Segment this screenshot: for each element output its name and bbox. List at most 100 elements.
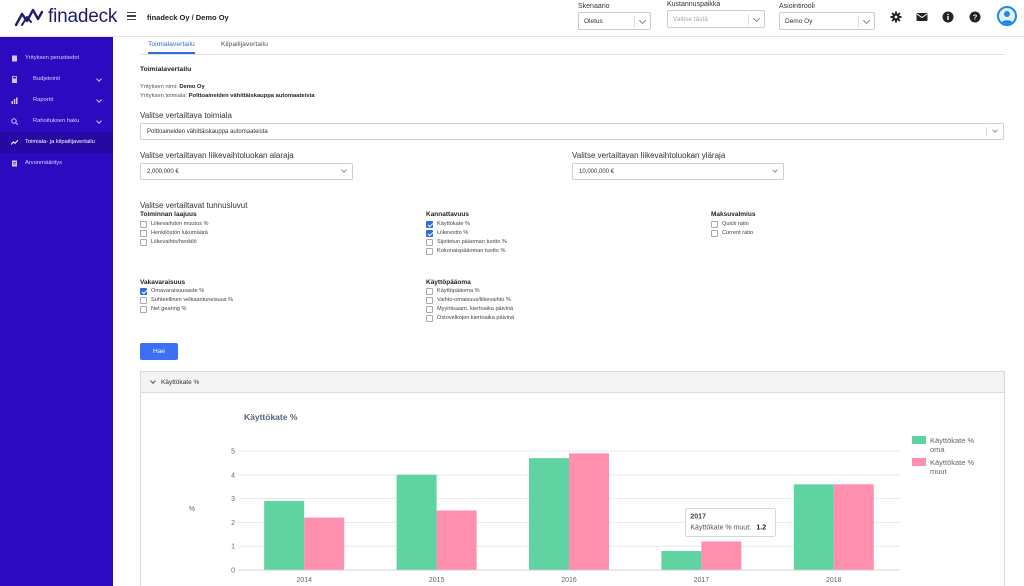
checkbox-label: Vaihto-omaisuus/liikevaihto %	[437, 297, 511, 303]
checkbox-box[interactable]	[711, 221, 718, 228]
section-title: Toimialavertailu	[140, 66, 192, 73]
upper-limit-select[interactable]: 10,000,000 €	[572, 163, 784, 180]
mail-icon[interactable]	[916, 11, 928, 23]
chart-panel-header[interactable]: Käyttökate %	[141, 372, 1004, 393]
sidebar-item-label: Yrityksen perustiedot	[25, 55, 80, 61]
group-vakavaraisuus-title: Vakavaraisuus	[140, 279, 186, 286]
bar-oma-2014	[264, 500, 305, 570]
sidebar-item-yrityksen-perustiedot[interactable]: Yrityksen perustiedot	[0, 48, 113, 69]
menu-toggle-icon[interactable]	[127, 12, 136, 21]
info-icon[interactable]	[942, 11, 954, 23]
x-tick-label: 2014	[296, 577, 312, 584]
tab-bar: Toimialavertailu Kilpailijavertailu	[140, 37, 1005, 55]
chevron-down-icon	[862, 16, 871, 25]
gear-icon[interactable]	[890, 11, 902, 23]
kustannuspaikka-field: Kustannuspaikka Valitse tästä	[667, 1, 765, 28]
finadeck-logo[interactable]: finadeck	[14, 6, 117, 28]
tooltip-title: 2017	[690, 513, 706, 520]
checkbox-box[interactable]	[426, 297, 433, 304]
help-icon[interactable]: ?	[969, 11, 981, 23]
sidebar-item-raportit[interactable]: Raportit	[0, 90, 113, 111]
chart-panel-title: Käyttökate %	[161, 379, 200, 386]
bar-oma-2015	[396, 474, 437, 570]
checkbox-box[interactable]	[140, 297, 147, 304]
checkbox-box[interactable]	[426, 239, 433, 246]
industry-select[interactable]: Polttoaineiden vähittäiskauppa automaate…	[140, 123, 1004, 140]
y-tick-label: 4	[231, 472, 235, 479]
checkbox-label: Liikevaihto/henkilö	[151, 239, 197, 245]
sidebar-item-budjetointi[interactable]: Budjetointi	[0, 69, 113, 90]
skenaario-value: Oletus	[584, 18, 603, 25]
upper-limit-label: Valitse vertailtavan liikevaihtoluokan y…	[572, 151, 726, 160]
kustannuspaikka-select[interactable]: Valitse tästä	[667, 10, 765, 28]
lower-limit-label: Valitse vertailtavan liikevaihtoluokan a…	[140, 151, 294, 160]
checkbox-label: Käyttökate %	[437, 221, 470, 227]
x-tick-label: 2017	[694, 577, 710, 584]
checkbox-box-checked[interactable]	[426, 230, 433, 237]
chevron-down-icon	[96, 118, 102, 124]
checkbox-box[interactable]	[426, 248, 433, 255]
company-name-row: Yrityksen nimi: Demo Oy	[140, 84, 205, 90]
user-icon	[1001, 11, 1013, 24]
calculator-icon	[12, 76, 17, 83]
upper-limit-value: 10,000,000 €	[579, 169, 615, 175]
tab-toimialavertailu[interactable]: Toimialavertailu	[148, 41, 195, 54]
checkbox-label: Henkilöstön lukumäärä	[151, 230, 208, 236]
asiointirooli-label: Asiointirooli	[779, 3, 815, 10]
checkbox-label: Current ratio	[722, 230, 754, 236]
sidebar-item-arvonmaaritys[interactable]: Arvonmääritys	[0, 153, 113, 174]
chevron-down-icon	[96, 97, 102, 103]
y-tick-label: 2	[231, 520, 235, 527]
industry-field-label: Valitse vertailtava toimiala	[140, 111, 232, 120]
checkbox-box[interactable]	[140, 239, 147, 246]
checkbox-box[interactable]	[140, 221, 147, 228]
search-button[interactable]: Hae	[140, 343, 178, 360]
sidebar-item-toimiala-ja-kilpailijavertailu[interactable]: Toimiala- ja kilpailijavertailu	[0, 132, 113, 153]
legend-label: muut	[930, 467, 948, 476]
bar-muut-2016	[569, 453, 609, 570]
sidebar-item-label: Raportit	[33, 97, 54, 103]
skenaario-label: Skenaario	[578, 3, 610, 10]
checkbox-box[interactable]	[140, 230, 147, 237]
checkbox-label: Ostovelkojen kiertoaika päivinä	[437, 315, 515, 321]
checkbox-label: Kokonaispääoman tuotto %	[437, 248, 506, 254]
building-icon	[12, 55, 17, 62]
top-header: finadeck finadeck Oy / Demo Oy Skenaario…	[0, 0, 1024, 37]
checkbox-box[interactable]	[711, 230, 718, 237]
tab-kilpailijavertailu[interactable]: Kilpailijavertailu	[221, 41, 268, 48]
group-kannattavuus-title: Kannattavuus	[426, 211, 469, 218]
skenaario-select[interactable]: Oletus	[578, 12, 651, 30]
checkbox-box-checked[interactable]	[426, 221, 433, 228]
checkbox-box[interactable]	[426, 288, 433, 295]
main-content: Toimialavertailu Kilpailijavertailu Toim…	[140, 37, 1005, 586]
sidebar: Yrityksen perustiedot Budjetointi Raport…	[0, 37, 113, 586]
chevron-down-icon	[638, 16, 647, 25]
checkbox-label: Liikevoitto %	[437, 230, 469, 236]
x-tick-label: 2015	[429, 577, 445, 584]
legend-swatch	[912, 458, 926, 466]
lower-limit-value: 2,000,000 €	[147, 169, 179, 175]
group-maksuvalmius-title: Maksuvalmius	[711, 211, 756, 218]
bar-chart-icon	[11, 97, 18, 104]
checkbox-box-checked[interactable]	[140, 288, 147, 295]
checkbox-box[interactable]	[426, 306, 433, 313]
asiointirooli-select[interactable]: Demo Oy	[779, 12, 875, 30]
sidebar-item-rahoituksen-haku[interactable]: Rahoituksen haku	[0, 111, 113, 132]
checkbox-box[interactable]	[426, 315, 433, 322]
y-tick-label: 0	[231, 568, 235, 575]
checkbox-label: Omavaraisuusaste %	[151, 288, 205, 294]
tooltip-label: Käyttökate % muut:	[690, 524, 751, 531]
y-tick-label: 1	[231, 544, 235, 551]
chart-title: Käyttökate %	[244, 412, 298, 422]
chevron-down-icon	[341, 167, 347, 173]
kayttokate-chart: Käyttökate %012345%20142015201620172018V…	[189, 412, 975, 584]
lower-limit-select[interactable]: 2,000,000 €	[140, 163, 353, 180]
company-industry-label: Yrityksen toimiala:	[140, 93, 188, 99]
checkbox-box[interactable]	[140, 306, 147, 313]
bar-muut-2017	[701, 541, 742, 570]
checkbox-label: Sijoitetun pääoman tuotto %	[437, 239, 507, 245]
tooltip-box	[685, 508, 776, 537]
logo-text: finadeck	[48, 6, 118, 27]
finadeck-logo-icon	[14, 8, 44, 27]
user-avatar[interactable]	[997, 6, 1017, 26]
